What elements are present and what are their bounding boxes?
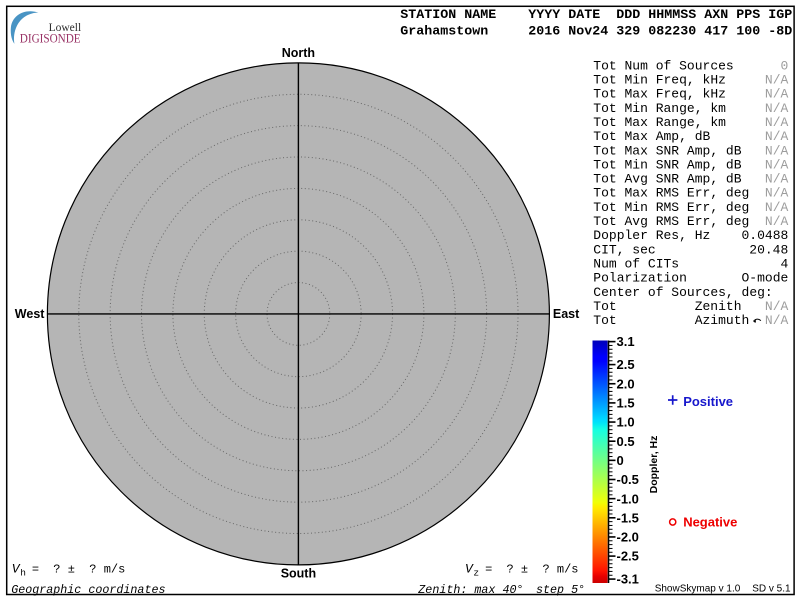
svg-text:z: z xyxy=(473,568,479,579)
svg-text:-0.5: -0.5 xyxy=(617,472,639,487)
svg-text:N/A: N/A xyxy=(765,72,789,87)
svg-text:2.0: 2.0 xyxy=(617,376,635,391)
svg-text:h: h xyxy=(20,568,26,579)
svg-text:1.0: 1.0 xyxy=(617,415,635,430)
svg-text:-2.0: -2.0 xyxy=(617,530,639,545)
svg-text:Tot Max Amp, dB: Tot Max Amp, dB xyxy=(593,129,710,144)
svg-text:Tot Min Range, km: Tot Min Range, km xyxy=(593,101,726,116)
svg-text:West: West xyxy=(15,307,45,321)
svg-text:=?±?m/s: =? ±? m/s xyxy=(32,563,125,577)
svg-text:DIGISONDE: DIGISONDE xyxy=(20,32,81,46)
svg-text:Zenith: max 40°step 5°: Zenith: max 40° step 5° xyxy=(417,583,585,597)
svg-text:0: 0 xyxy=(780,58,788,73)
svg-text:N/A: N/A xyxy=(765,186,789,201)
svg-text:Tot Avg RMS Err, deg: Tot Avg RMS Err, deg xyxy=(593,214,749,229)
svg-text:South: South xyxy=(281,567,316,581)
svg-text:V: V xyxy=(12,562,21,577)
svg-text:N/A: N/A xyxy=(765,313,789,328)
svg-text:=?±?m/s: =? ±? m/s xyxy=(485,563,578,577)
svg-text:CIT, sec: CIT, sec xyxy=(593,242,655,257)
svg-text:Num of CITs: Num of CITs xyxy=(593,257,679,272)
svg-text:20.48: 20.48 xyxy=(749,242,788,257)
svg-text:Polarization: Polarization xyxy=(593,271,687,286)
svg-text:Geographic coordinates: Geographic coordinates xyxy=(11,583,165,597)
svg-text:Tot Num of Sources: Tot Num of Sources xyxy=(593,58,733,73)
svg-text:N/A: N/A xyxy=(765,129,789,144)
svg-text:-1.0: -1.0 xyxy=(617,491,639,506)
svg-text:Negative: Negative xyxy=(683,515,737,530)
svg-text:Tot Max RMS Err, deg: Tot Max RMS Err, deg xyxy=(593,186,749,201)
svg-text:3.1: 3.1 xyxy=(617,334,635,349)
svg-text:Tot Max SNR Amp, dB: Tot Max SNR Amp, dB xyxy=(593,143,741,158)
svg-text:North: North xyxy=(282,46,315,60)
svg-text:2.5: 2.5 xyxy=(617,357,635,372)
svg-text:N/A: N/A xyxy=(765,299,789,314)
svg-text:0: 0 xyxy=(617,453,624,468)
svg-text:Lowell: Lowell xyxy=(49,22,82,34)
svg-text:Tot Avg SNR Amp, dB: Tot Avg SNR Amp, dB xyxy=(593,172,741,187)
svg-text:N/A: N/A xyxy=(765,200,789,215)
svg-text:Center of Sources, deg:: Center of Sources, deg: xyxy=(593,285,772,300)
svg-text:N/A: N/A xyxy=(765,172,789,187)
svg-text:0.5: 0.5 xyxy=(617,434,635,449)
svg-text:V: V xyxy=(465,562,474,577)
svg-text:Doppler Res, Hz: Doppler Res, Hz xyxy=(593,228,710,243)
svg-text:4: 4 xyxy=(780,257,788,272)
svg-text:Doppler, Hz: Doppler, Hz xyxy=(648,436,660,494)
svg-text:N/A: N/A xyxy=(765,214,789,229)
svg-text:Tot Max Freq, kHz: Tot Max Freq, kHz xyxy=(593,87,726,102)
svg-text:Tot Min Freq, kHz: Tot Min Freq, kHz xyxy=(593,72,726,87)
svg-text:-3.1: -3.1 xyxy=(617,572,639,587)
svg-text:N/A: N/A xyxy=(765,115,789,130)
svg-text:N/A: N/A xyxy=(765,101,789,116)
svg-text:N/A: N/A xyxy=(765,143,789,158)
svg-text:O-mode: O-mode xyxy=(741,271,788,286)
svg-text:1.5: 1.5 xyxy=(617,396,635,411)
svg-text:Tot Min RMS Err, deg: Tot Min RMS Err, deg xyxy=(593,200,749,215)
svg-text:East: East xyxy=(553,307,580,321)
svg-text:0.0488: 0.0488 xyxy=(741,228,788,243)
svg-text:Tot Min SNR Amp, dB: Tot Min SNR Amp, dB xyxy=(593,157,741,172)
svg-text:Tot Max Range, km: Tot Max Range, km xyxy=(593,115,726,130)
svg-text:N/A: N/A xyxy=(765,87,789,102)
svg-text:-2.5: -2.5 xyxy=(617,549,639,564)
svg-text:N/A: N/A xyxy=(765,157,789,172)
svg-text:Positive: Positive xyxy=(683,394,733,409)
svg-text:-1.5: -1.5 xyxy=(617,510,639,525)
svg-text:ShowSkymap v 1.0SD v 5.1: ShowSkymap v 1.0 SD v 5.1 xyxy=(655,584,791,595)
